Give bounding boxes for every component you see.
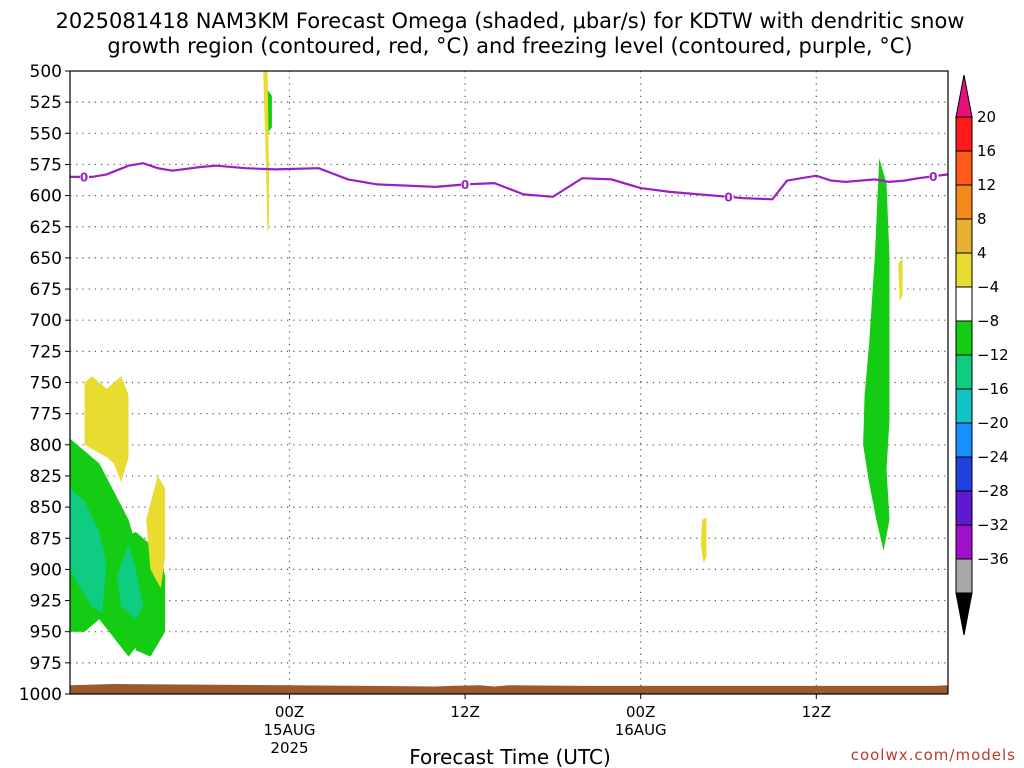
y-tick-label: 525 xyxy=(30,93,62,113)
y-tick-label: 675 xyxy=(30,280,62,300)
y-axis: 500 525 550 575 600 625 650 675 700 725 750 775 800 8… xyxy=(19,62,70,705)
omega-region xyxy=(116,544,144,620)
colorbar-label: −32 xyxy=(977,516,1009,534)
y-tick-label: 950 xyxy=(30,623,62,643)
y-tick-label: 1000 xyxy=(19,685,62,705)
y-tick-label: 575 xyxy=(30,155,62,175)
credit-text: coolwx.com/models xyxy=(851,746,1016,764)
colorbar-segment xyxy=(955,116,973,152)
y-tick-label: 725 xyxy=(30,342,62,362)
freezing-label-bg xyxy=(929,169,939,183)
colorbar-top-arrow xyxy=(955,74,973,118)
chart-title: 2025081418 NAM3KM Forecast Omega (shaded… xyxy=(56,9,965,33)
colorbar-segment xyxy=(955,422,973,458)
freezing-level-label: 0 xyxy=(80,170,88,184)
colorbar-segment xyxy=(955,184,973,220)
y-tick-label: 775 xyxy=(30,405,62,425)
omega-region xyxy=(84,376,129,483)
colorbar-segment xyxy=(955,252,973,288)
omega-region xyxy=(146,475,166,589)
x-tick-date: 15AUG xyxy=(264,721,316,739)
y-tick-label: 900 xyxy=(30,560,62,580)
y-tick-label: 825 xyxy=(30,467,62,487)
colorbar-label: 20 xyxy=(977,108,996,126)
y-tick-label: 875 xyxy=(30,529,62,549)
omega-region xyxy=(863,158,890,551)
colorbar-label: −12 xyxy=(977,346,1009,364)
chart-subtitle: growth region (contoured, red, °C) and f… xyxy=(107,34,912,58)
freezing-level-label: 0 xyxy=(929,170,937,184)
y-tick-label: 550 xyxy=(30,124,62,144)
x-tick-label: 12Z xyxy=(802,703,831,721)
y-tick-label: 600 xyxy=(30,187,62,207)
y-tick-label: 975 xyxy=(30,654,62,674)
freezing-label-bg xyxy=(724,189,734,203)
colorbar-segment xyxy=(955,218,973,254)
colorbar-segment xyxy=(955,524,973,560)
y-tick-label: 500 xyxy=(30,62,62,82)
x-tick-date: 16AUG xyxy=(615,721,667,739)
colorbar-segment xyxy=(955,286,973,322)
colorbar-label: 12 xyxy=(977,176,996,194)
colorbar-segment xyxy=(955,150,973,186)
colorbar-label: −4 xyxy=(977,278,999,296)
colorbar-segment xyxy=(955,320,973,356)
colorbar-label: −36 xyxy=(977,550,1009,568)
omega-region xyxy=(898,257,903,302)
y-tick-label: 650 xyxy=(30,249,62,269)
colorbar-segment xyxy=(955,354,973,390)
x-tick-year: 2025 xyxy=(270,739,308,757)
freezing-level-layer: 0 0 0 0 xyxy=(70,162,948,204)
ground-layer xyxy=(70,684,948,694)
colorbar-segment xyxy=(955,388,973,424)
colorbar-segment xyxy=(955,456,973,492)
grid-layer xyxy=(70,71,948,694)
colorbar-segment xyxy=(955,558,973,594)
colorbar-label: −20 xyxy=(977,414,1009,432)
ground-surface xyxy=(70,684,948,694)
colorbar-label: −28 xyxy=(977,482,1009,500)
colorbar-label: 16 xyxy=(977,142,996,160)
omega-region xyxy=(70,488,107,613)
colorbar-segment xyxy=(955,490,973,526)
omega-region xyxy=(700,517,707,564)
y-tick-label: 850 xyxy=(30,498,62,518)
colorbar-label: −24 xyxy=(977,448,1009,466)
colorbar-label: 4 xyxy=(977,244,987,262)
colorbar: 20 16 12 8 4 −4 −8 −12 −16 −20 −24 −28 −32 −36 xyxy=(955,74,1009,636)
omega-shading-layer xyxy=(70,71,903,657)
x-tick-label: 12Z xyxy=(450,703,479,721)
y-tick-label: 750 xyxy=(30,374,62,394)
freezing-label-bg xyxy=(461,177,471,191)
freezing-label-bg xyxy=(80,169,89,183)
colorbar-label: −16 xyxy=(977,380,1009,398)
x-axis-label: Forecast Time (UTC) xyxy=(409,745,611,768)
colorbar-bottom-arrow xyxy=(955,592,973,636)
x-tick-label: 00Z xyxy=(275,703,304,721)
colorbar-label: 8 xyxy=(977,210,987,228)
omega-region xyxy=(263,71,269,233)
freezing-level-label: 0 xyxy=(461,178,469,192)
y-tick-label: 700 xyxy=(30,311,62,331)
y-tick-label: 925 xyxy=(30,592,62,612)
y-tick-label: 625 xyxy=(30,218,62,238)
colorbar-label: −8 xyxy=(977,312,999,330)
x-tick-label: 00Z xyxy=(626,703,655,721)
freezing-level-label: 0 xyxy=(724,190,732,204)
y-tick-label: 800 xyxy=(30,436,62,456)
